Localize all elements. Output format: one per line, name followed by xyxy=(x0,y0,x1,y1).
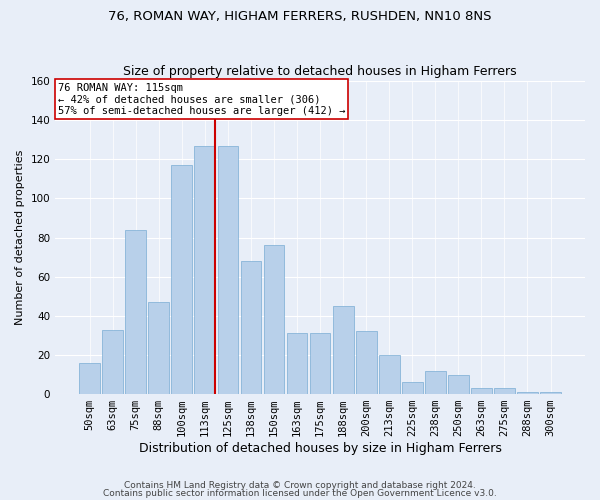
Bar xyxy=(263,246,284,394)
Bar xyxy=(379,355,400,394)
Bar xyxy=(356,332,377,394)
Bar xyxy=(494,388,515,394)
Bar xyxy=(333,306,353,394)
Bar xyxy=(102,330,123,394)
Bar xyxy=(540,392,561,394)
Y-axis label: Number of detached properties: Number of detached properties xyxy=(15,150,25,326)
Bar xyxy=(148,302,169,394)
Text: Contains HM Land Registry data © Crown copyright and database right 2024.: Contains HM Land Registry data © Crown c… xyxy=(124,481,476,490)
Bar xyxy=(471,388,492,394)
Text: 76, ROMAN WAY, HIGHAM FERRERS, RUSHDEN, NN10 8NS: 76, ROMAN WAY, HIGHAM FERRERS, RUSHDEN, … xyxy=(108,10,492,23)
Bar xyxy=(425,370,446,394)
Bar xyxy=(402,382,422,394)
X-axis label: Distribution of detached houses by size in Higham Ferrers: Distribution of detached houses by size … xyxy=(139,442,502,455)
Text: 76 ROMAN WAY: 115sqm
← 42% of detached houses are smaller (306)
57% of semi-deta: 76 ROMAN WAY: 115sqm ← 42% of detached h… xyxy=(58,82,346,116)
Title: Size of property relative to detached houses in Higham Ferrers: Size of property relative to detached ho… xyxy=(123,66,517,78)
Bar xyxy=(194,146,215,394)
Bar xyxy=(310,334,331,394)
Bar xyxy=(125,230,146,394)
Text: Contains public sector information licensed under the Open Government Licence v3: Contains public sector information licen… xyxy=(103,488,497,498)
Bar xyxy=(517,392,538,394)
Bar xyxy=(218,146,238,394)
Bar xyxy=(172,165,192,394)
Bar xyxy=(448,374,469,394)
Bar xyxy=(287,334,307,394)
Bar xyxy=(241,261,262,394)
Bar xyxy=(79,363,100,394)
